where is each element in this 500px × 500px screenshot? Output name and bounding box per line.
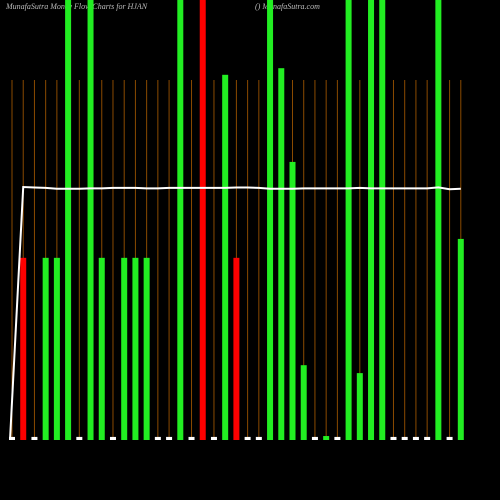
bar xyxy=(166,436,173,440)
bar xyxy=(446,436,453,440)
bar xyxy=(109,436,116,440)
bar xyxy=(323,436,330,440)
bar xyxy=(98,257,105,440)
bar xyxy=(143,257,150,440)
bar xyxy=(233,257,240,440)
bar xyxy=(188,436,195,440)
bar xyxy=(457,238,464,440)
bar xyxy=(76,436,83,440)
bar xyxy=(289,161,296,441)
bar xyxy=(9,436,15,440)
bar xyxy=(222,74,229,441)
bar xyxy=(31,436,38,440)
bar xyxy=(154,436,161,440)
bar xyxy=(53,257,60,440)
bar xyxy=(300,365,307,440)
bar xyxy=(210,436,217,440)
bar xyxy=(267,0,274,440)
bar xyxy=(132,257,139,440)
bar xyxy=(424,436,431,440)
bar xyxy=(87,0,94,440)
bar xyxy=(435,0,442,440)
bar xyxy=(356,373,363,440)
chart-subtitle: () MunafaSutra.com xyxy=(255,2,320,11)
flow-line xyxy=(9,185,461,441)
bar xyxy=(401,436,408,440)
bar xyxy=(244,436,251,440)
bar xyxy=(42,257,49,440)
bar xyxy=(390,436,397,440)
bar xyxy=(311,436,318,440)
bar xyxy=(345,0,352,440)
bar xyxy=(255,436,262,440)
bar xyxy=(65,0,72,440)
bar xyxy=(278,68,285,440)
bar xyxy=(412,436,419,440)
bar xyxy=(20,257,27,440)
chart-title: MunafaSutra Money Flow Charts for HJAN xyxy=(5,2,148,11)
bar xyxy=(379,0,386,440)
bar xyxy=(199,0,206,440)
bar xyxy=(121,257,128,440)
bar xyxy=(368,0,375,440)
bar xyxy=(334,436,341,440)
bar xyxy=(177,0,184,440)
